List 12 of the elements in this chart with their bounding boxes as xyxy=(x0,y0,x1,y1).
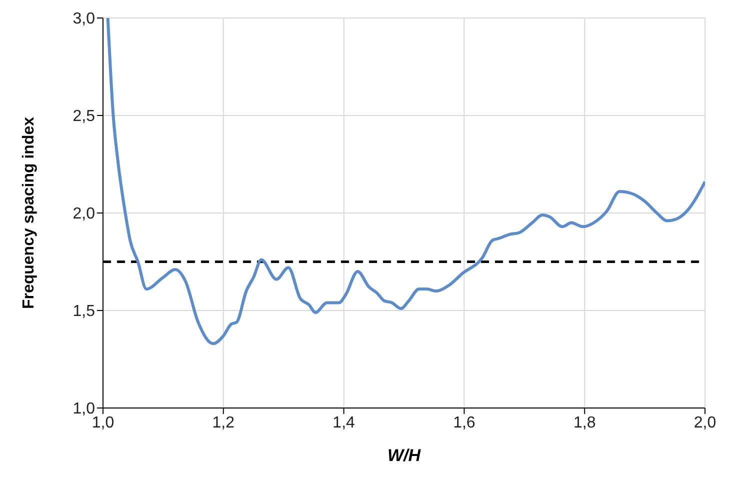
x-tick-label: 1,6 xyxy=(453,414,476,432)
x-tick-label: 2,0 xyxy=(694,414,716,432)
y-tick-label: 1,5 xyxy=(72,303,96,320)
x-tick-label: 1,4 xyxy=(332,414,356,432)
x-axis-title: W/H xyxy=(387,446,422,465)
y-axis-title: Frequency spacing index xyxy=(20,116,38,310)
x-tick-label: 1,2 xyxy=(212,414,235,432)
y-tick-label: 2,0 xyxy=(72,206,96,223)
line-series xyxy=(106,18,705,346)
y-tick-label: 3,0 xyxy=(72,10,96,28)
x-tick-label: 1,8 xyxy=(573,414,596,432)
y-tick-label: 2,5 xyxy=(72,108,96,126)
